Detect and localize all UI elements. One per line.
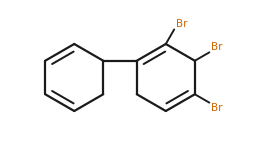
Text: Br: Br	[211, 42, 222, 52]
Text: Br: Br	[176, 20, 187, 29]
Text: Br: Br	[211, 103, 222, 113]
